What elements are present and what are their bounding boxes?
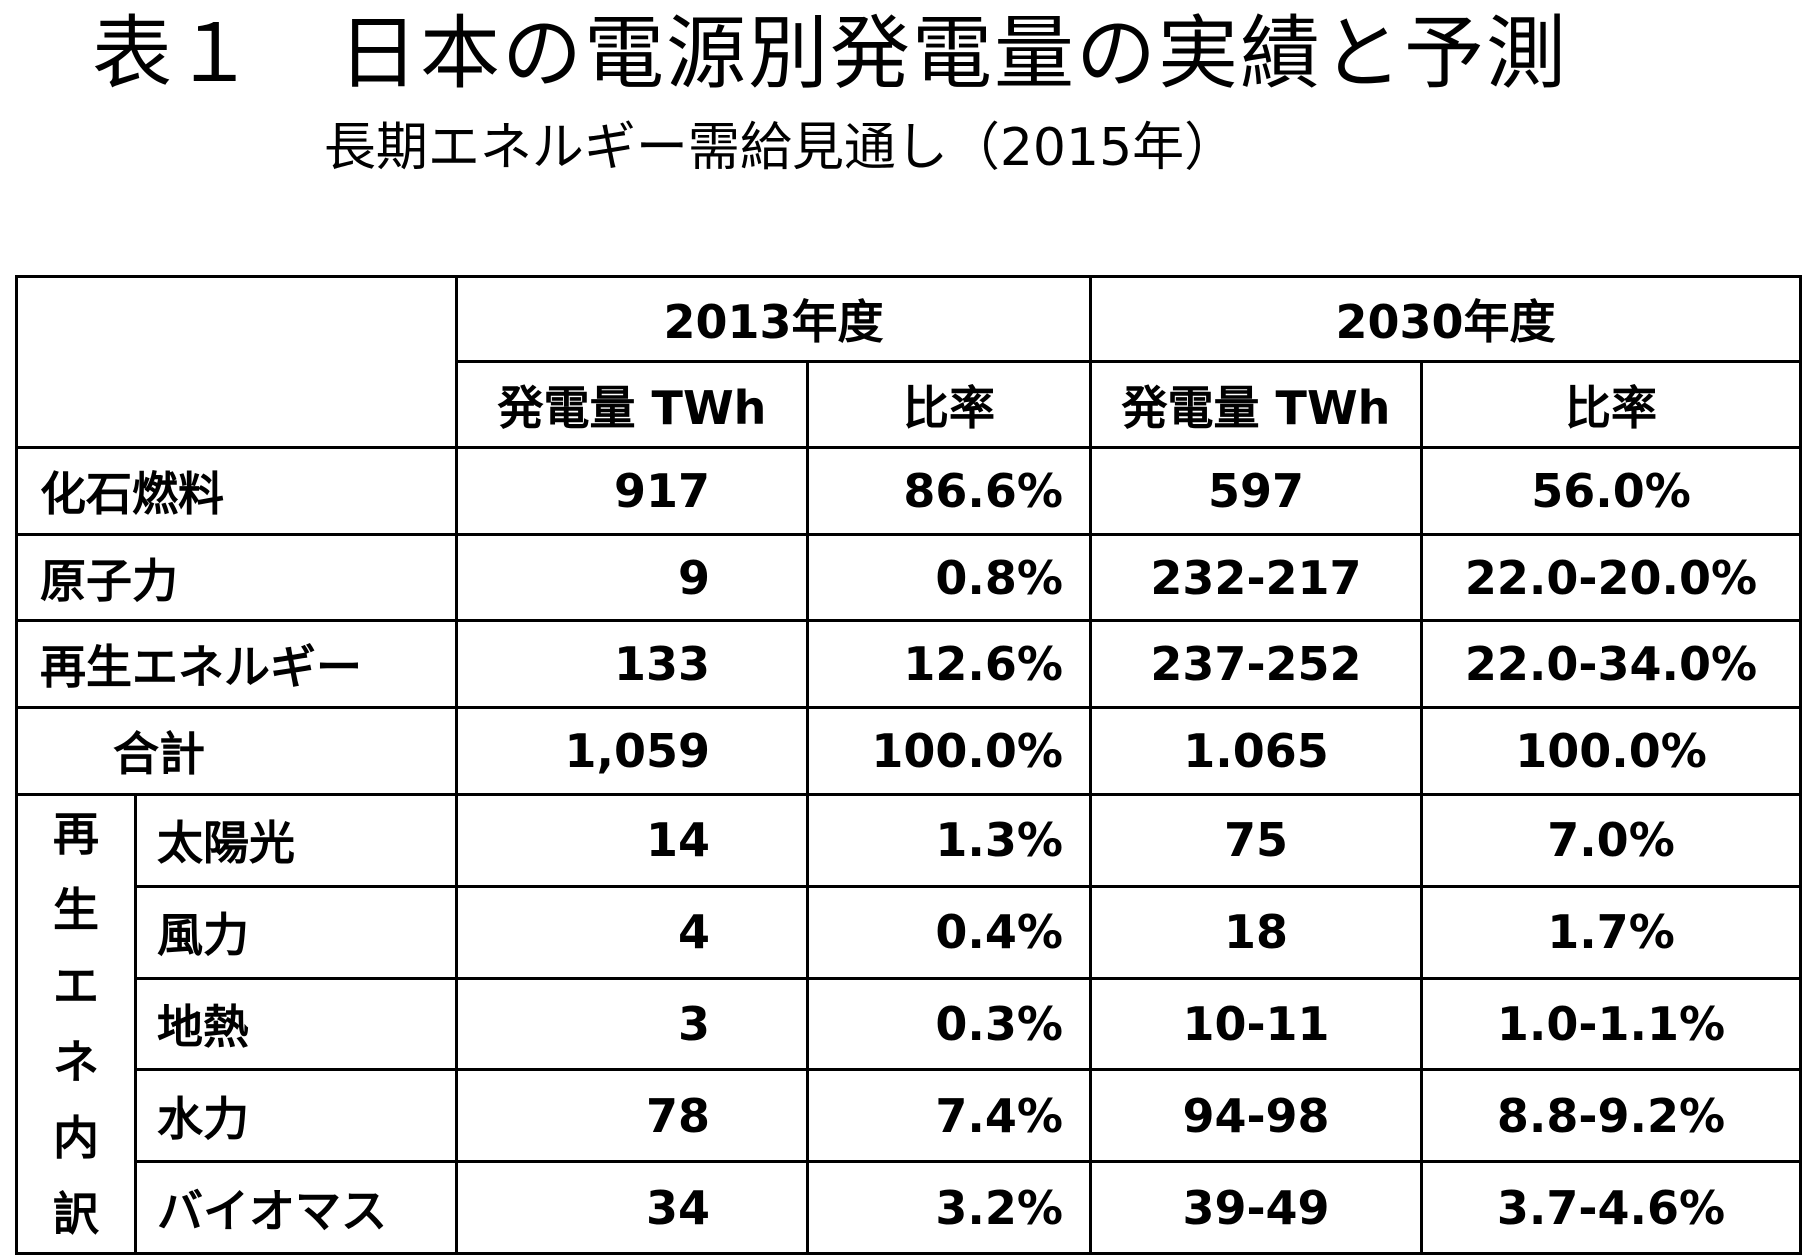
gen-2030-cell: 10-11 xyxy=(1089,976,1423,1072)
row-label: 地熱 xyxy=(134,976,458,1072)
gen-2030-cell: 94-98 xyxy=(1089,1068,1423,1164)
table-row-wind: 風力 4 0.4% 18 1.7% xyxy=(17,884,1802,980)
gen-2013-cell: 3 xyxy=(455,976,809,1072)
ratio-2013-cell: 7.4% xyxy=(806,1068,1092,1164)
group-label-char: エ xyxy=(53,959,99,1013)
ratio-2030-cell: 22.0-20.0% xyxy=(1420,533,1802,622)
ratio-2013-cell: 0.8% xyxy=(806,533,1092,622)
page-title: 表１ 日本の電源別発電量の実績と予測 xyxy=(92,7,1568,100)
gen-2013-cell: 4 xyxy=(455,884,809,980)
column-header-row: 発電量 TWh 比率 発電量 TWh 比率 xyxy=(17,360,1802,449)
gen-2030-cell: 232-217 xyxy=(1089,533,1423,622)
gen-2030-cell: 75 xyxy=(1089,793,1423,888)
table-row-fossil: 化石燃料 917 86.6% 597 56.0% xyxy=(15,446,1802,536)
ratio-2013-cell: 1.3% xyxy=(806,793,1092,888)
year-header-2030: 2030年度 xyxy=(1089,275,1802,363)
ratio-2030-cell: 7.0% xyxy=(1420,793,1802,888)
group-label-char: 訳 xyxy=(53,1187,99,1241)
page-subtitle: 長期エネルギー需給見通し（2015年） xyxy=(323,118,1237,178)
gen-2013-cell: 9 xyxy=(455,533,809,622)
table-row-geothermal: 地熱 3 0.3% 10-11 1.0-1.1% xyxy=(17,976,1802,1072)
row-label: 風力 xyxy=(134,884,458,980)
renewable-breakdown-label: 再 生 エ ネ 内 訳 xyxy=(15,793,137,1255)
column-header-ratio-2013: 比率 xyxy=(806,360,1092,449)
row-label: 原子力 xyxy=(15,533,458,622)
row-label: 太陽光 xyxy=(134,793,458,888)
ratio-2013-cell: 0.3% xyxy=(806,976,1092,1072)
ratio-2030-cell: 1.7% xyxy=(1420,884,1802,980)
power-generation-table: 2013年度 2030年度 発電量 TWh 比率 発電量 TWh 比率 化石燃料… xyxy=(15,275,1802,1255)
gen-2013-cell: 14 xyxy=(455,793,809,888)
gen-2030-cell: 18 xyxy=(1089,884,1423,980)
gen-2013-cell: 1,059 xyxy=(455,706,809,796)
year-header-2013: 2013年度 xyxy=(455,275,1092,363)
ratio-2030-cell: 100.0% xyxy=(1420,706,1802,796)
ratio-2013-cell: 0.4% xyxy=(806,884,1092,980)
ratio-2030-cell: 8.8-9.2% xyxy=(1420,1068,1802,1164)
group-label-char: ネ xyxy=(53,1035,99,1089)
table-row-hydro: 水力 78 7.4% 94-98 8.8-9.2% xyxy=(17,1068,1802,1164)
row-label: 水力 xyxy=(134,1068,458,1164)
ratio-2013-cell: 12.6% xyxy=(806,619,1092,709)
column-header-generation-2030: 発電量 TWh xyxy=(1089,360,1423,449)
ratio-2013-cell: 86.6% xyxy=(806,446,1092,536)
column-header-generation-2013: 発電量 TWh xyxy=(455,360,809,449)
table-row-renewable: 再生エネルギー 133 12.6% 237-252 22.0-34.0% xyxy=(15,619,1802,709)
group-label-char: 再 xyxy=(53,807,99,861)
column-header-ratio-2030: 比率 xyxy=(1420,360,1802,449)
year-header-row: 2013年度 2030年度 xyxy=(15,275,1802,449)
table-row-nuclear: 原子力 9 0.8% 232-217 22.0-20.0% xyxy=(15,533,1802,622)
group-label-char: 内 xyxy=(53,1111,99,1165)
table-row-solar: 再 生 エ ネ 内 訳 太陽光 14 1.3% 75 7.0% xyxy=(15,793,1802,1255)
row-label: 化石燃料 xyxy=(15,446,458,536)
group-label-char: 生 xyxy=(53,883,99,937)
row-label: 再生エネルギー xyxy=(15,619,458,709)
ratio-2030-cell: 1.0-1.1% xyxy=(1420,976,1802,1072)
row-label: 合計 xyxy=(15,706,458,796)
gen-2013-cell: 34 xyxy=(455,1160,809,1255)
gen-2013-cell: 133 xyxy=(455,619,809,709)
ratio-2030-cell: 56.0% xyxy=(1420,446,1802,536)
gen-2013-cell: 78 xyxy=(455,1068,809,1164)
corner-cell xyxy=(15,275,458,449)
ratio-2030-cell: 22.0-34.0% xyxy=(1420,619,1802,709)
ratio-2013-cell: 100.0% xyxy=(806,706,1092,796)
gen-2030-cell: 237-252 xyxy=(1089,619,1423,709)
gen-2013-cell: 917 xyxy=(455,446,809,536)
gen-2030-cell: 597 xyxy=(1089,446,1423,536)
table-row-total: 合計 1,059 100.0% 1.065 100.0% xyxy=(15,706,1802,796)
gen-2030-cell: 1.065 xyxy=(1089,706,1423,796)
